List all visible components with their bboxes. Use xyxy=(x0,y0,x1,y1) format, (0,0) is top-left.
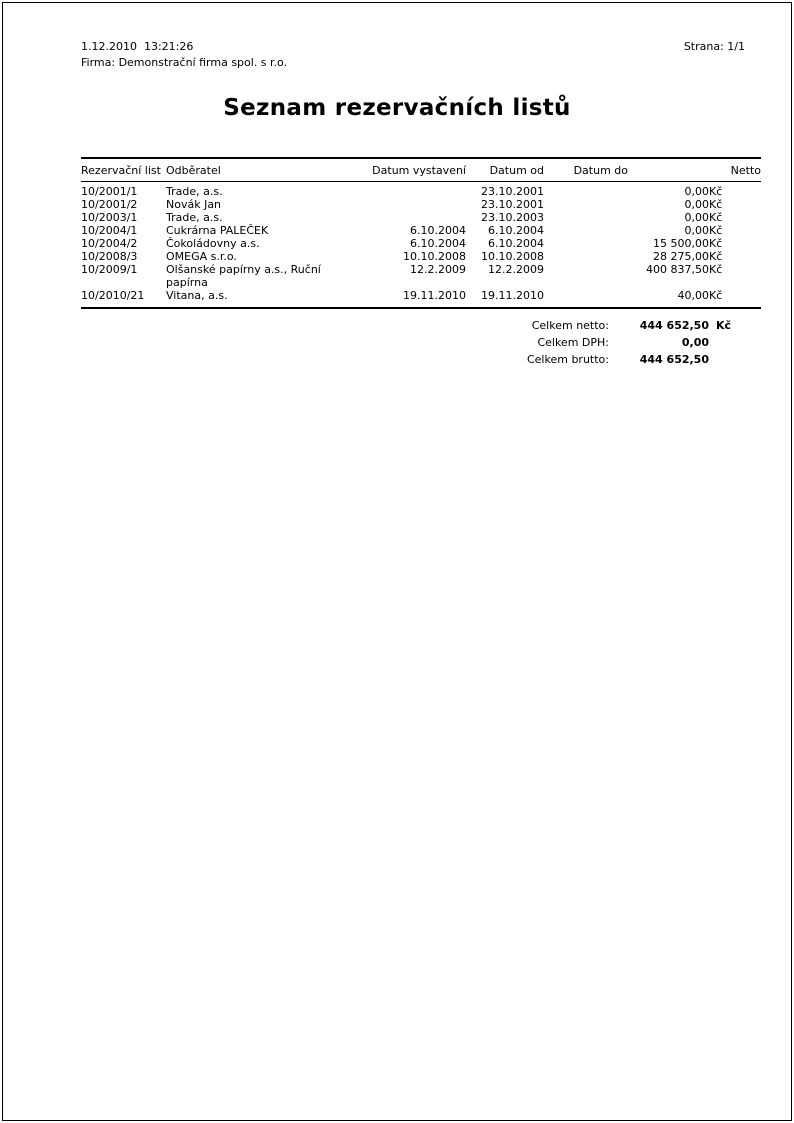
cell-issue-date xyxy=(363,211,466,224)
column-header-reservation-id: Rezervační list xyxy=(81,158,166,182)
total-row-brutto: Celkem brutto: 444 652,50 xyxy=(81,351,761,368)
total-brutto-label: Celkem brutto: xyxy=(526,353,609,366)
cell-netto: 0,00 xyxy=(684,185,710,198)
cell-reservation-id: 10/2004/2 xyxy=(81,237,138,250)
total-row-netto: Celkem netto: 444 652,50 Kč xyxy=(81,317,761,334)
cell-customer: Novák Jan xyxy=(166,198,222,211)
cell-date-to xyxy=(544,237,628,250)
total-dph-value: 0,00 xyxy=(681,336,709,349)
cell-reservation-id: 10/2009/1 xyxy=(81,263,138,276)
cell-netto: 28 275,00 xyxy=(653,250,709,263)
cell-currency: Kč xyxy=(709,185,723,198)
table-row: 10/2004/2 Čokoládovny a.s. 6.10.2004 6.1… xyxy=(81,237,761,250)
cell-reservation-id: 10/2008/3 xyxy=(81,250,138,263)
cell-date-to xyxy=(544,224,628,237)
report-header-left: 1.12.2010 13:21:26 Firma: Demonstrační f… xyxy=(81,39,287,71)
cell-date-to xyxy=(544,211,628,224)
cell-date-from: 23.10.2001 xyxy=(481,185,544,198)
cell-date-to xyxy=(544,198,628,211)
cell-currency: Kč xyxy=(709,198,723,211)
column-header-netto: Netto xyxy=(628,158,762,182)
cell-currency: Kč xyxy=(709,289,723,302)
total-netto-label: Celkem netto: xyxy=(531,319,609,332)
cell-issue-date: 10.10.2008 xyxy=(403,250,466,263)
total-brutto-value: 444 652,50 xyxy=(639,353,709,366)
cell-date-from: 19.11.2010 xyxy=(481,289,544,302)
cell-issue-date: 19.11.2010 xyxy=(403,289,466,302)
cell-currency: Kč xyxy=(709,250,723,263)
total-netto-value: 444 652,50 xyxy=(639,319,709,332)
total-row-dph: Celkem DPH: 0,00 xyxy=(81,334,761,351)
table-header-row: Rezervační list Odběratel Datum vystaven… xyxy=(81,158,762,182)
cell-customer: Vitana, a.s. xyxy=(166,289,228,302)
cell-date-from: 23.10.2003 xyxy=(481,211,544,224)
cell-netto: 0,00 xyxy=(684,224,710,237)
table-row: 10/2008/3 OMEGA s.r.o. 10.10.2008 10.10.… xyxy=(81,250,761,263)
cell-customer: OMEGA s.r.o. xyxy=(166,250,237,263)
cell-netto: 400 837,50 xyxy=(646,263,709,276)
cell-date-to xyxy=(544,263,628,289)
cell-currency: Kč xyxy=(709,224,723,237)
table-row: 10/2004/1 Cukrárna PALEČEK 6.10.2004 6.1… xyxy=(81,224,761,237)
cell-netto: 40,00 xyxy=(677,289,710,302)
company-name: Firma: Demonstrační firma spol. s r.o. xyxy=(81,56,288,69)
cell-issue-date: 12.2.2009 xyxy=(410,263,466,276)
cell-date-from: 6.10.2004 xyxy=(488,237,544,250)
cell-currency: Kč xyxy=(709,211,723,224)
cell-issue-date: 6.10.2004 xyxy=(410,237,466,250)
cell-customer: Trade, a.s. xyxy=(166,211,223,224)
cell-date-to xyxy=(544,289,628,308)
total-netto-currency: Kč xyxy=(716,319,732,332)
cell-currency: Kč xyxy=(709,263,723,276)
cell-date-from: 6.10.2004 xyxy=(488,224,544,237)
cell-currency: Kč xyxy=(709,237,723,250)
table-row: 10/2003/1 Trade, a.s. 23.10.2003 0,00 Kč xyxy=(81,211,761,224)
cell-reservation-id: 10/2010/21 xyxy=(81,289,145,302)
total-brutto-currency xyxy=(709,351,761,368)
report-header-right: Strana: 1/1 xyxy=(684,39,745,55)
print-datetime: 1.12.2010 13:21:26 xyxy=(81,40,194,53)
totals-section: Celkem netto: 444 652,50 Kč Celkem DPH: … xyxy=(81,317,761,368)
total-dph-currency xyxy=(709,334,761,351)
column-header-date-to: Datum do xyxy=(544,158,628,182)
cell-customer: Olšanské papírny a.s., Ruční papírna xyxy=(166,263,321,289)
cell-reservation-id: 10/2003/1 xyxy=(81,211,138,224)
cell-netto: 0,00 xyxy=(684,211,710,224)
cell-issue-date: 6.10.2004 xyxy=(410,224,466,237)
cell-date-from: 10.10.2008 xyxy=(481,250,544,263)
cell-reservation-id: 10/2001/1 xyxy=(81,185,138,198)
report-title: Seznam rezervačních listů xyxy=(223,95,571,121)
column-header-date-from: Datum od xyxy=(466,158,544,182)
page-number: Strana: 1/1 xyxy=(683,40,745,53)
cell-customer: Čokoládovny a.s. xyxy=(166,237,260,250)
report-header: 1.12.2010 13:21:26 Firma: Demonstrační f… xyxy=(3,3,791,71)
cell-customer: Trade, a.s. xyxy=(166,185,223,198)
column-header-issue-date: Datum vystavení xyxy=(363,158,466,182)
cell-customer: Cukrárna PALEČEK xyxy=(166,224,269,237)
table-row: 10/2001/1 Trade, a.s. 23.10.2001 0,00 Kč xyxy=(81,182,761,199)
cell-date-from: 12.2.2009 xyxy=(488,263,544,276)
table-row: 10/2001/2 Novák Jan 23.10.2001 0,00 Kč xyxy=(81,198,761,211)
cell-date-from: 23.10.2001 xyxy=(481,198,544,211)
table-row: 10/2010/21 Vitana, a.s. 19.11.2010 19.11… xyxy=(81,289,761,308)
cell-date-to xyxy=(544,182,628,199)
cell-date-to xyxy=(544,250,628,263)
cell-netto: 15 500,00 xyxy=(653,237,709,250)
column-header-customer: Odběratel xyxy=(166,158,363,182)
reservations-table: Rezervační list Odběratel Datum vystaven… xyxy=(81,157,762,309)
total-dph-label: Celkem DPH: xyxy=(537,336,609,349)
table-row: 10/2009/1 Olšanské papírny a.s., Ruční p… xyxy=(81,263,761,289)
cell-issue-date xyxy=(363,182,466,199)
cell-netto: 0,00 xyxy=(684,198,710,211)
cell-reservation-id: 10/2004/1 xyxy=(81,224,138,237)
cell-reservation-id: 10/2001/2 xyxy=(81,198,138,211)
cell-issue-date xyxy=(363,198,466,211)
